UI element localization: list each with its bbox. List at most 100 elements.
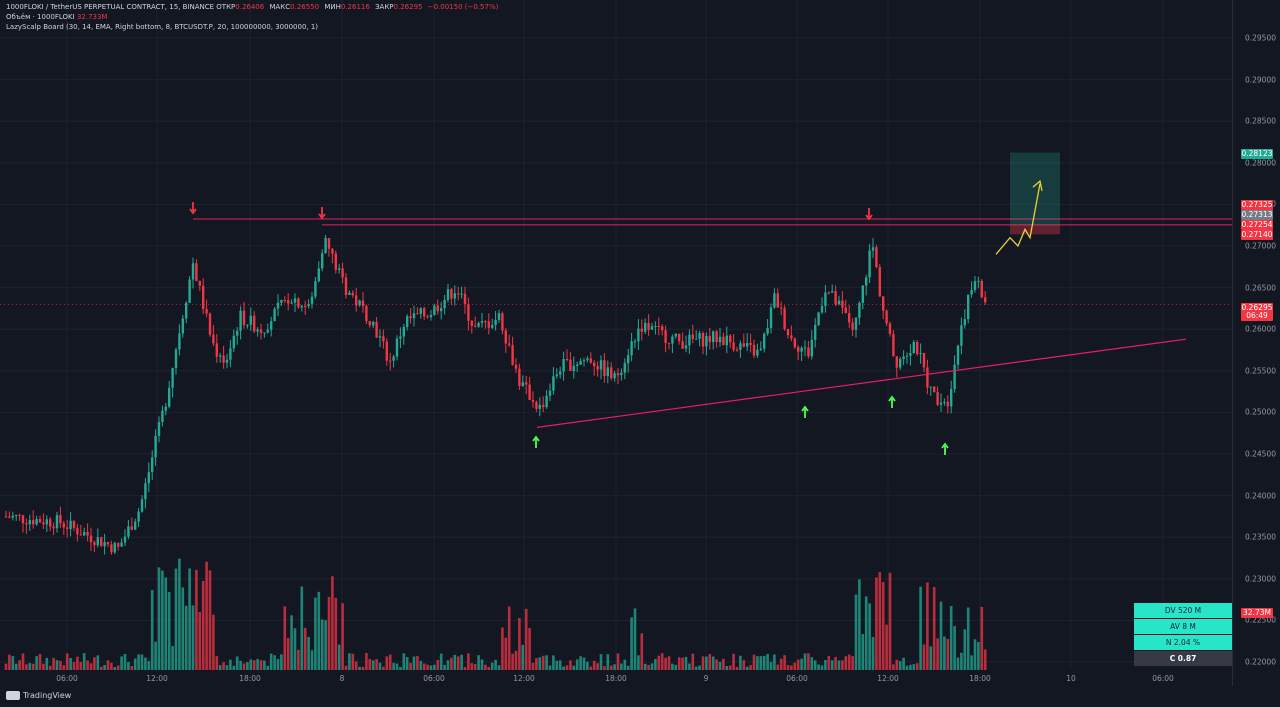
candle-body [871, 247, 875, 251]
candle-body [59, 515, 62, 524]
legend-volume-row[interactable]: Объём · 1000FLOKI 32.733M [6, 12, 498, 22]
price-tick: 0.23500 [1244, 532, 1276, 542]
volume-bar [558, 660, 562, 670]
symbol-name[interactable]: 1000FLOKI / TetherUS PERPETUAL CONTRACT,… [6, 3, 215, 11]
tradingview-logo[interactable]: TradingView [6, 691, 71, 700]
candle-body [865, 277, 868, 286]
candle-body [882, 296, 885, 311]
candle-body [555, 374, 558, 377]
volume-bar [76, 656, 79, 670]
volume-bar [946, 639, 950, 670]
volume-bar [405, 657, 409, 670]
price-tick: 0.28500 [1244, 116, 1276, 126]
candle-body [973, 281, 977, 291]
volume-bar [137, 654, 140, 670]
volume-bar [103, 664, 106, 670]
candle-body [521, 382, 524, 386]
candle-body [120, 542, 123, 547]
candle-body [525, 382, 528, 385]
candle-body [542, 404, 545, 408]
volume-bar [86, 660, 89, 670]
volume-bar [113, 666, 117, 670]
candle-body [314, 281, 317, 297]
price-tick: 0.24500 [1244, 449, 1276, 459]
stop-zone [1010, 224, 1060, 235]
volume-bar [827, 655, 831, 670]
candle-body [582, 360, 586, 362]
candle-body [293, 298, 297, 303]
candle-body [800, 348, 803, 352]
volume-bar [467, 653, 470, 670]
candle-body [667, 342, 671, 344]
candle-body [280, 299, 283, 303]
volume-bar [450, 657, 453, 670]
scalp-c: C 0.87 [1134, 651, 1232, 667]
tradingview-icon [6, 691, 20, 700]
volume-bar [212, 614, 215, 670]
volume-bar [575, 659, 579, 670]
volume-bar [844, 656, 848, 670]
price-axis[interactable]: 0.295000.290000.285000.280000.275000.270… [1232, 0, 1280, 686]
volume-bar [779, 658, 783, 670]
candle-body [831, 291, 834, 293]
volume-bar [439, 653, 443, 670]
candle-body [317, 268, 320, 282]
volume-bar [320, 619, 324, 670]
candle-body [113, 543, 116, 553]
candle-body [229, 348, 232, 360]
volume-bar [905, 665, 909, 670]
down-arrow-marker-head [318, 213, 326, 220]
candle-body [55, 515, 59, 529]
legend-indicator-row[interactable]: LazyScalp Board (30, 14, EMA, Right bott… [6, 22, 498, 32]
volume-bar [191, 605, 195, 670]
candle-body [613, 373, 616, 379]
candle-body [518, 368, 521, 386]
high-label: МАКС [269, 3, 291, 11]
price-tick: 0.29500 [1244, 33, 1276, 43]
volume-bar [144, 657, 147, 670]
candle-body [154, 435, 157, 458]
volume-bar [745, 666, 749, 670]
time-axis[interactable]: 06:00 12:00 18:00 8 06:00 12:00 18:00 9 06:00 12:… [0, 668, 1232, 686]
candle-body [151, 457, 154, 473]
time-tick: 06:00 [423, 674, 445, 683]
candle-body [42, 522, 45, 525]
volume-bar [654, 658, 657, 670]
price-tick: 0.25000 [1244, 407, 1276, 417]
candle-body [266, 329, 269, 333]
candle-body [868, 250, 871, 278]
candle-body [763, 333, 766, 349]
candle-body [123, 536, 127, 543]
volume-bar [123, 653, 127, 670]
candle-body [688, 334, 691, 346]
candle-body [83, 532, 86, 536]
legend-symbol-row[interactable]: 1000FLOKI / TetherUS PERPETUAL CONTRACT,… [6, 2, 498, 12]
candle-body [263, 332, 266, 334]
candle-body [446, 289, 450, 300]
volume-bar [548, 665, 552, 670]
volume-bar [524, 608, 528, 670]
down-arrow-marker-head [865, 214, 873, 221]
volume-bar [487, 666, 491, 670]
candle-body [803, 347, 807, 349]
candle-body [385, 341, 388, 361]
volume-bar [171, 646, 174, 670]
price-chart[interactable] [0, 0, 1232, 686]
volume-bar [824, 660, 827, 670]
volume-bar [358, 666, 361, 670]
candle-body [569, 359, 572, 372]
candle-body [219, 355, 222, 357]
chart-area[interactable] [0, 0, 1232, 686]
volume-bar [38, 654, 42, 670]
price-tick: 0.24000 [1244, 491, 1276, 501]
volume-bar [354, 661, 358, 670]
volume-bar [773, 654, 776, 670]
open-value: 0.26406 [235, 3, 265, 11]
candle-body [647, 322, 650, 330]
volume-bar [949, 606, 953, 670]
candle-body [487, 321, 490, 328]
candle-body [640, 328, 643, 332]
volume-bar [110, 662, 113, 670]
candle-body [79, 534, 82, 536]
volume-bar [562, 666, 565, 670]
